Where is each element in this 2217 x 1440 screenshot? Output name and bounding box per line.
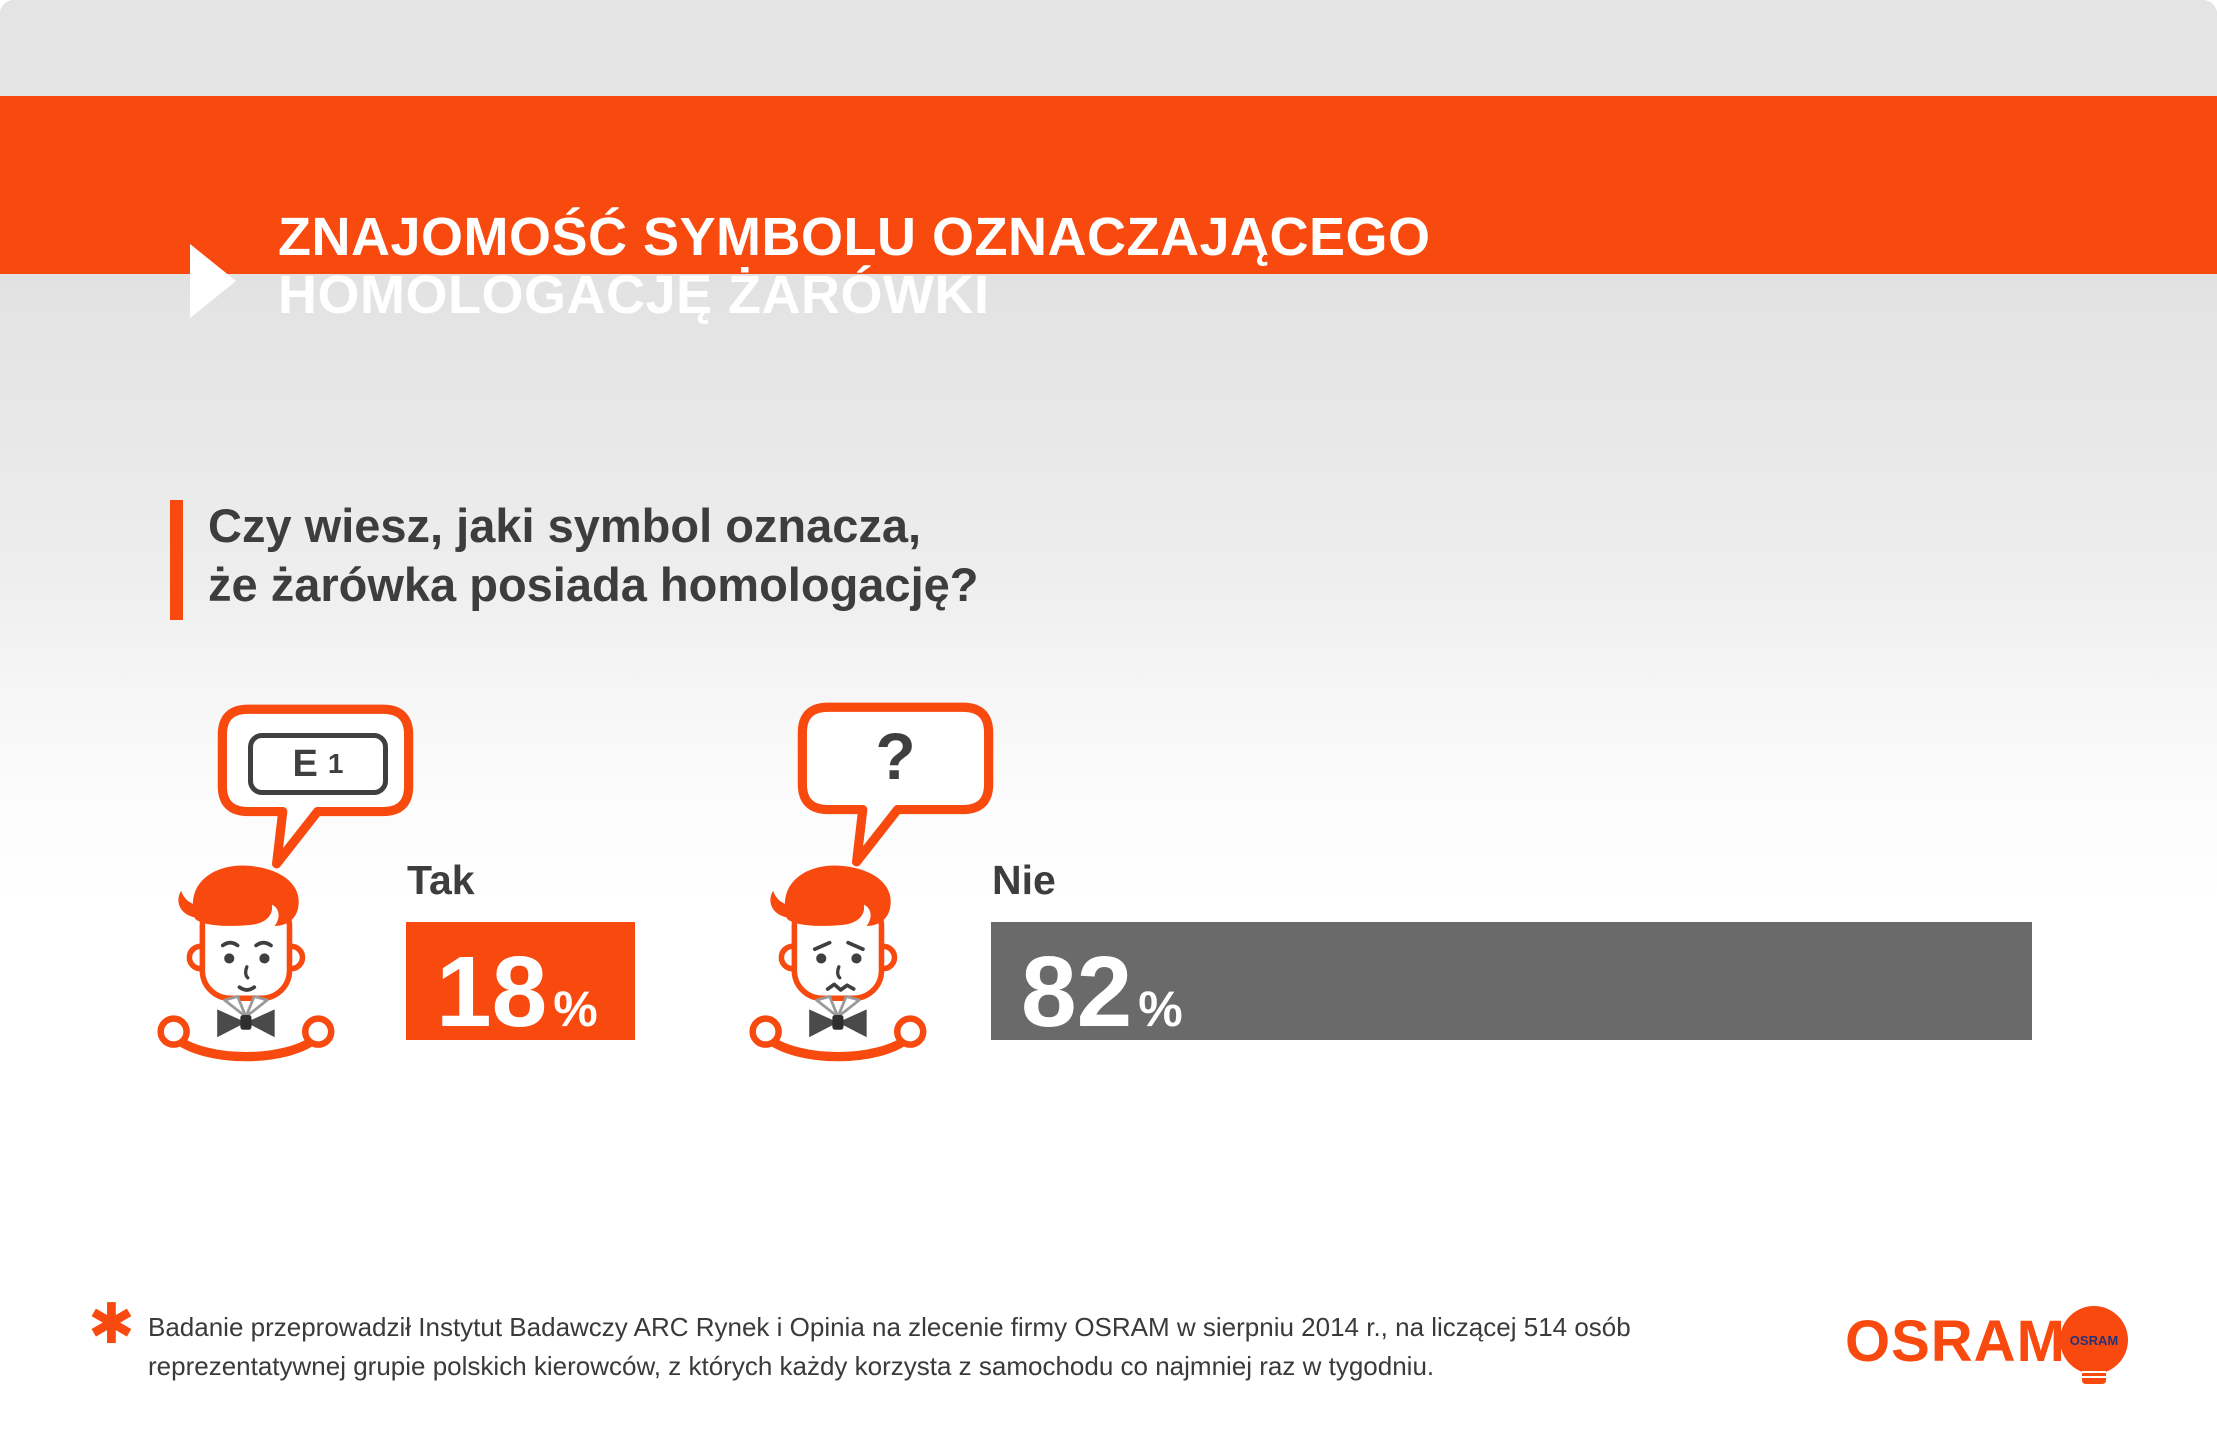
question-text: Czy wiesz, jaki symbol oznacza, że żarówk… xyxy=(208,496,978,614)
footnote-text: Badanie przeprowadził Instytut Badawczy … xyxy=(148,1308,1631,1386)
question-line-2: że żarówka posiada homologację? xyxy=(208,558,979,611)
footnote-asterisk-icon: ✱ xyxy=(88,1292,135,1355)
title-line-2: HOMOLOGACJĘ ŻARÓWKI xyxy=(278,265,990,325)
title-line-1: ZNAJOMOŚĆ SYMBOLU OZNACZAJĄCEGO xyxy=(278,207,1431,267)
question-accent-bar xyxy=(170,500,183,620)
speech-bubble-icon xyxy=(797,702,994,867)
bar-unit-tak: % xyxy=(553,981,598,1037)
page-title: ZNAJOMOŚĆ SYMBOLU OZNACZAJĄCEGO HOMOLOGAC… xyxy=(278,208,1431,324)
driver-tak-icon xyxy=(157,865,335,1062)
e1-mark-letter: E xyxy=(292,742,318,785)
answer-label-tak: Tak xyxy=(407,857,475,903)
driver-nie-icon xyxy=(749,865,927,1062)
speech-bubble-nie: ? xyxy=(793,698,998,872)
footnote-line-2: reprezentatywnej grupie polskich kierowc… xyxy=(148,1351,1435,1381)
osram-emblem-icon: OSRAM xyxy=(2060,1306,2128,1384)
bar-value-nie: 82 xyxy=(1021,936,1133,1048)
emblem-text: OSRAM xyxy=(2070,1333,2118,1348)
top-band xyxy=(0,0,2217,96)
question-line-1: Czy wiesz, jaki symbol oznacza, xyxy=(208,499,922,552)
percentage-bar-tak: 18 % xyxy=(406,922,635,1048)
header-banner: ZNAJOMOŚĆ SYMBOLU OZNACZAJĄCEGO HOMOLOGAC… xyxy=(0,96,2217,324)
footnote-line-1: Badanie przeprowadził Instytut Badawczy … xyxy=(148,1312,1631,1342)
answer-label-nie: Nie xyxy=(992,857,1056,903)
question-mark-annotation: ? xyxy=(875,719,916,793)
e1-mark-number: 1 xyxy=(327,748,344,779)
play-arrow-icon xyxy=(190,244,236,318)
speech-bubble-tak: E 1 xyxy=(213,700,418,874)
osram-wordmark: OSRAM xyxy=(1845,1309,2066,1374)
e1-homologation-mark: E 1 xyxy=(248,733,388,795)
percentage-bar-nie: 82 % xyxy=(991,922,2032,1048)
bar-value-tak: 18 xyxy=(436,936,548,1048)
bar-unit-nie: % xyxy=(1138,981,1183,1037)
